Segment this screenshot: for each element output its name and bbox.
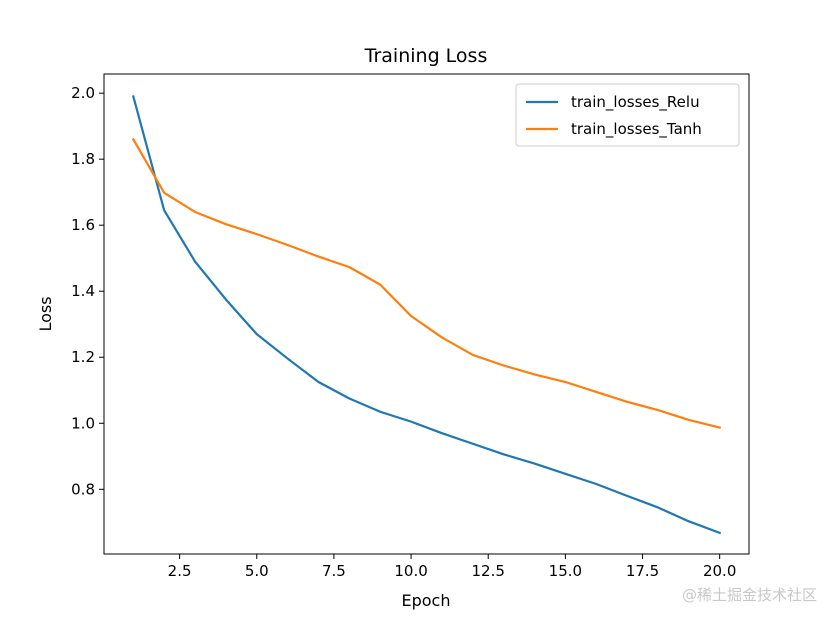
- x-tick-label: 5.0: [245, 562, 269, 580]
- legend-label-1: train_losses_Tanh: [571, 120, 702, 139]
- plot-frame: [103, 73, 750, 555]
- y-tick-label: 1.4: [71, 282, 95, 300]
- x-tick-label: 17.5: [626, 562, 659, 580]
- x-tick-label: 7.5: [322, 562, 346, 580]
- watermark: @稀土掘金技术社区: [681, 586, 817, 604]
- x-tick-label: 2.5: [168, 562, 192, 580]
- series-line-0: [131, 95, 722, 535]
- legend-box: [515, 83, 740, 147]
- series-layer: [131, 95, 722, 535]
- x-tick-label: 15.0: [549, 562, 582, 580]
- y-axis-ticks: 0.8 1.0 1.2 1.4 1.6 1.8 2.0: [71, 84, 104, 498]
- legend: train_losses_Relu train_losses_Tanh: [515, 83, 740, 147]
- y-tick-label: 1.2: [71, 348, 95, 366]
- y-tick-label: 1.8: [71, 150, 95, 168]
- y-tick-label: 1.0: [71, 414, 95, 432]
- y-axis-label: Loss: [36, 296, 55, 331]
- y-tick-label: 0.8: [71, 480, 95, 498]
- series-line-1: [131, 137, 722, 429]
- x-axis-ticks: 2.5 5.0 7.5 10.0 12.5 15.0 17.5 20.0: [168, 554, 736, 580]
- x-axis-label: Epoch: [402, 591, 451, 610]
- y-tick-label: 2.0: [71, 84, 95, 102]
- legend-label-0: train_losses_Relu: [571, 93, 700, 112]
- x-tick-label: 10.0: [394, 562, 427, 580]
- chart-title: Training Loss: [364, 45, 488, 67]
- y-tick-label: 1.6: [71, 216, 95, 234]
- x-tick-label: 20.0: [703, 562, 736, 580]
- plot-area: [104, 74, 749, 554]
- x-tick-label: 12.5: [472, 562, 505, 580]
